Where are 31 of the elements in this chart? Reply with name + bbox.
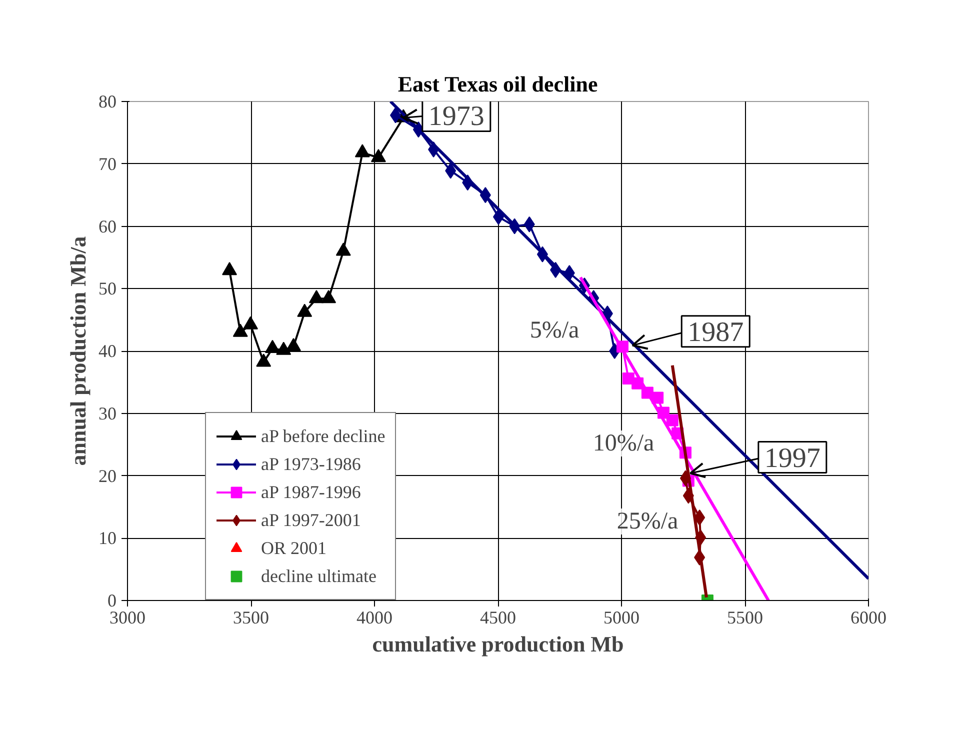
y-tick-label: 40 — [98, 341, 116, 361]
legend-label: decline ultimate — [261, 564, 376, 588]
y-axis-title: annual production Mb/a — [66, 236, 90, 466]
x-tick-label: 4000 — [356, 608, 392, 628]
x-tick-label: 4500 — [480, 608, 516, 628]
y-tick-label: 80 — [98, 92, 116, 112]
annotation: 10%/a — [592, 430, 655, 456]
y-tick-label: 10 — [98, 528, 116, 548]
x-tick-label: 5500 — [727, 608, 763, 628]
annotation: 1973 — [428, 101, 484, 132]
y-tick-label: 50 — [98, 278, 116, 299]
legend-label: OR 2001 — [261, 536, 327, 560]
y-tick-label: 70 — [98, 154, 116, 174]
chart-title: East Texas oil decline — [398, 72, 598, 96]
legend-label: aP 1997-2001 — [261, 508, 361, 532]
y-tick-label: 60 — [98, 216, 116, 236]
x-axis-title: cumulative production Mb — [372, 632, 624, 656]
y-tick-label: 0 — [108, 590, 116, 610]
annotation: 5%/a — [530, 318, 580, 344]
annotation: 1997 — [764, 442, 820, 474]
x-tick-label: 6000 — [850, 608, 886, 628]
y-tick-label: 30 — [98, 403, 116, 424]
y-tick-label: 20 — [98, 466, 116, 486]
x-tick-label: 3000 — [110, 608, 146, 628]
x-tick-label: 5000 — [604, 608, 640, 628]
annotation: 1987 — [688, 316, 744, 348]
legend-label: aP before decline — [261, 424, 386, 448]
legend-label: aP 1987-1996 — [261, 480, 361, 504]
legend-label: aP 1973-1986 — [261, 452, 361, 476]
x-tick-label: 3500 — [233, 608, 269, 628]
annotation: 25%/a — [616, 508, 679, 534]
